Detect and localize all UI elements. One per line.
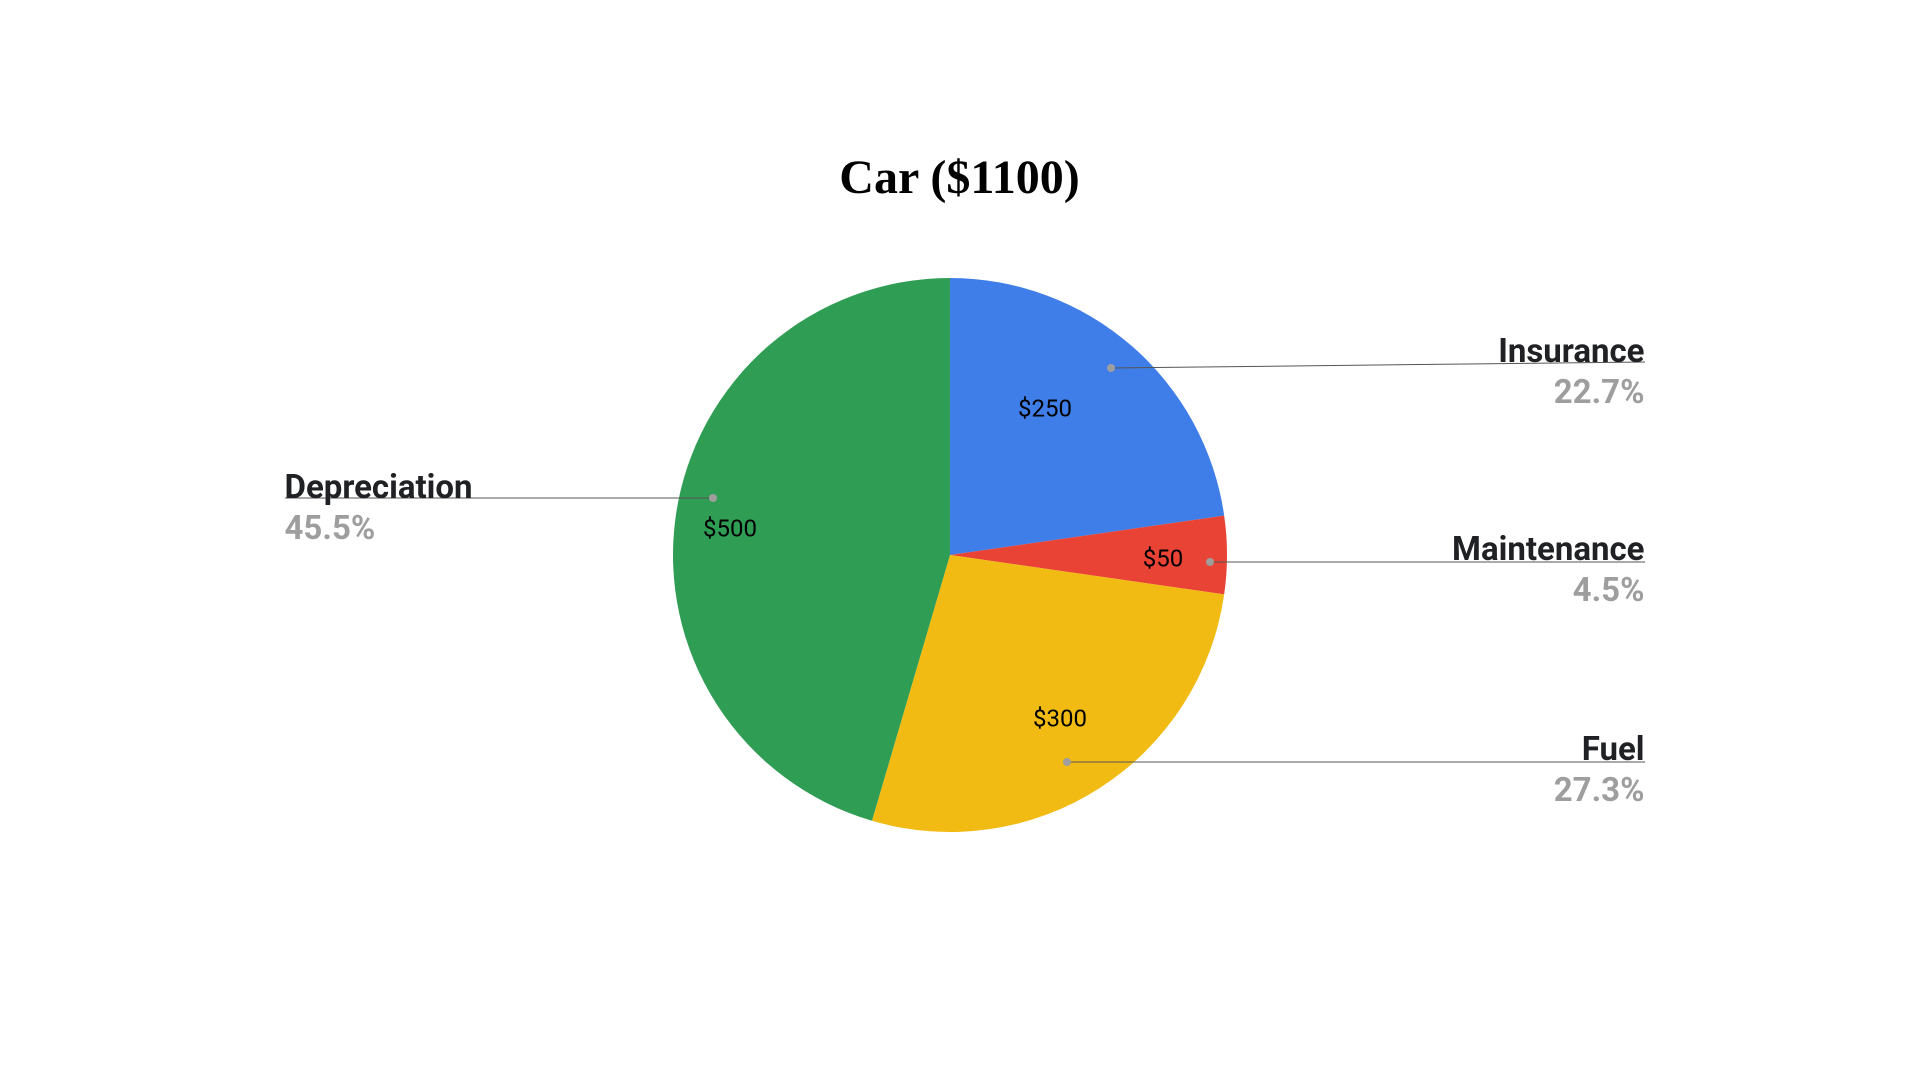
callout-fuel: Fuel27.3% <box>1554 730 1645 810</box>
callout-name-insurance: Insurance <box>1498 332 1644 371</box>
pie-slice-insurance <box>950 278 1224 555</box>
callout-insurance: Insurance22.7% <box>1498 332 1644 412</box>
callout-name-maintenance: Maintenance <box>1452 530 1644 569</box>
callout-name-fuel: Fuel <box>1554 730 1645 769</box>
callout-percent-fuel: 27.3% <box>1554 771 1645 810</box>
callout-percent-maintenance: 4.5% <box>1452 571 1644 610</box>
callout-percent-insurance: 22.7% <box>1498 373 1644 412</box>
callout-maintenance: Maintenance4.5% <box>1452 530 1644 610</box>
slice-value-maintenance: $50 <box>1142 544 1182 572</box>
callout-depreciation: Depreciation45.5% <box>285 468 473 548</box>
leader-dot-insurance <box>1107 364 1115 372</box>
callout-percent-depreciation: 45.5% <box>285 509 473 548</box>
callout-name-depreciation: Depreciation <box>285 468 473 507</box>
slice-value-depreciation: $500 <box>703 514 757 542</box>
leader-dot-maintenance <box>1206 558 1214 566</box>
leader-dot-depreciation <box>709 494 717 502</box>
slice-value-insurance: $250 <box>1018 394 1072 422</box>
pie-chart-card: Car ($1100) $250$50$300$500 Insurance22.… <box>225 80 1695 905</box>
slice-value-fuel: $300 <box>1033 704 1087 732</box>
leader-dot-fuel <box>1063 758 1071 766</box>
